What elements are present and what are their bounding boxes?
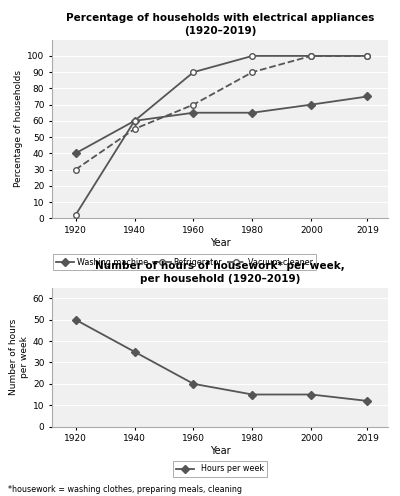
X-axis label: Year: Year [210,238,230,248]
Y-axis label: Number of hours
per week: Number of hours per week [9,319,29,395]
Legend: Hours per week: Hours per week [173,461,267,477]
Title: Number of hours of housework* per week,
per household (1920–2019): Number of hours of housework* per week, … [95,261,345,284]
Y-axis label: Percentage of households: Percentage of households [14,70,23,187]
Legend: Washing machine, Refrigerator, Vacuum cleaner: Washing machine, Refrigerator, Vacuum cl… [53,254,316,270]
Text: *housework = washing clothes, preparing meals, cleaning: *housework = washing clothes, preparing … [8,485,242,494]
X-axis label: Year: Year [210,446,230,456]
Title: Percentage of households with electrical appliances
(1920–2019): Percentage of households with electrical… [66,13,374,36]
